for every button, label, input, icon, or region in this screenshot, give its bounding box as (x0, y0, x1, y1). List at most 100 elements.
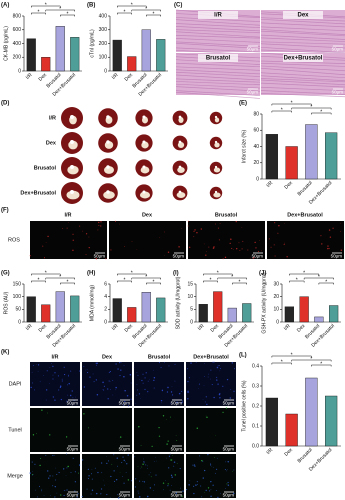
y-tick-label: 5 (190, 307, 193, 313)
y-tick-label: 2 (104, 307, 107, 313)
column-title: Brusatol (215, 212, 238, 218)
stain-dot (98, 221, 100, 224)
stain-dot (161, 402, 162, 404)
fluorescence-image (186, 362, 236, 406)
stain-dot (49, 434, 51, 436)
stain-dot (233, 390, 235, 392)
fiber (175, 47, 261, 53)
stain-dot (181, 400, 183, 402)
fiber (260, 72, 345, 79)
stain-dot (32, 471, 34, 472)
column-title: Dex+Brusatol (193, 354, 229, 360)
title-bg (198, 54, 238, 62)
fiber (260, 79, 345, 86)
stain-dot (165, 480, 166, 481)
stain-dot (168, 455, 171, 457)
fiber (260, 93, 345, 98)
stain-dot (241, 248, 243, 250)
stain-dot (141, 379, 143, 382)
stain-dot (234, 368, 236, 370)
x-tick-label: I/R (197, 323, 206, 332)
stain-dot (100, 225, 102, 227)
stain-dot (70, 472, 72, 474)
stain-dot (217, 496, 219, 499)
stain-dot (88, 475, 90, 477)
stain-dot (34, 463, 36, 465)
stain-dot (217, 365, 219, 367)
stain-dot (153, 370, 154, 371)
sig-bracket (146, 14, 161, 17)
bar (284, 306, 295, 323)
stain-dot (203, 469, 206, 472)
stain-dot (43, 495, 45, 496)
y-tick-label: 10 (273, 307, 279, 313)
stain-dot (166, 391, 169, 393)
stain-dot (224, 468, 226, 471)
stain-dot (327, 245, 329, 247)
stain-dot (218, 393, 221, 396)
stain-dot (155, 457, 156, 458)
stain-dot (137, 466, 139, 468)
row-label: Tunel (8, 427, 22, 433)
stain-dot (257, 250, 260, 252)
stain-dot (229, 242, 231, 244)
stain-dot (213, 467, 214, 469)
stain-dot (96, 364, 97, 366)
lumen (214, 115, 218, 119)
stain-dot (200, 228, 203, 230)
stain-dot (60, 398, 63, 401)
stain-dot (145, 464, 147, 466)
stain-dot (216, 379, 218, 381)
stain-dot (120, 369, 122, 371)
stain-dot (139, 379, 141, 381)
stain-dot (153, 387, 155, 389)
stain-dot (217, 227, 219, 229)
sig-mark: * (320, 361, 322, 367)
infarct (139, 191, 151, 199)
stain-dot (58, 471, 60, 474)
stain-dot (216, 366, 219, 369)
column-title: Brusatol (148, 354, 171, 360)
stain-dot (142, 382, 144, 384)
stain-dot (52, 396, 55, 398)
stain-dot (95, 257, 98, 260)
stain-dot (212, 247, 215, 249)
stain-dot (160, 399, 163, 402)
stain-dot (115, 386, 117, 389)
stain-dot (96, 394, 99, 396)
stain-dot (201, 460, 203, 462)
y-tick-label: 0 (276, 319, 279, 325)
sig-mark: * (291, 100, 293, 106)
stain-dot (100, 221, 102, 223)
stain-dot (144, 462, 145, 464)
stain-dot (227, 484, 230, 486)
stain-dot (113, 480, 116, 482)
stain-dot (175, 492, 178, 494)
y-axis-title: GSH-PX activity (U/mgprot) (261, 272, 267, 333)
sig-bracket (45, 277, 75, 280)
stain-dot (188, 484, 190, 486)
stain-dot (127, 454, 129, 456)
image-title: Dex (297, 13, 309, 19)
stain-dot (37, 370, 39, 372)
scale-label: 50μm (247, 47, 259, 52)
row-label: DAPI (9, 381, 22, 387)
stain-dot (108, 372, 110, 374)
fiber (260, 46, 345, 54)
stain-dot (51, 363, 52, 364)
fiber (175, 66, 261, 71)
stain-dot (121, 462, 123, 464)
stain-dot (149, 487, 152, 489)
stain-dot (174, 363, 176, 365)
lumen (70, 115, 74, 119)
image-title: Dex+Brusatol (284, 56, 323, 62)
y-tick-label: 400 (13, 41, 22, 47)
stain-dot (68, 374, 69, 376)
lumen (214, 165, 218, 169)
stain-dot (213, 246, 215, 248)
stain-dot (31, 461, 33, 463)
stain-dot (35, 433, 37, 435)
stain-dot (67, 375, 69, 377)
bar (112, 298, 122, 323)
panel-label: (D) (1, 101, 9, 107)
